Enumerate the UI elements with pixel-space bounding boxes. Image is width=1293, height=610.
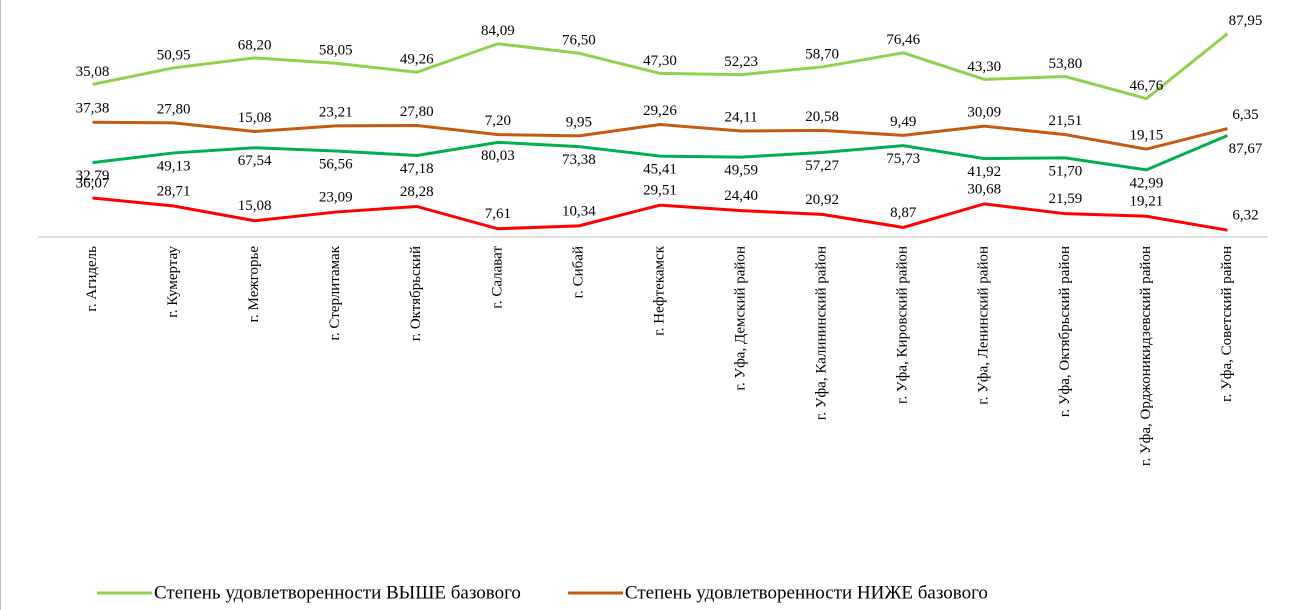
data-label: 42,99 — [1130, 175, 1164, 191]
data-label: 28,28 — [400, 184, 434, 200]
x-tick-label: г. Уфа, Октябрьский район — [1057, 246, 1073, 417]
data-label: 76,50 — [562, 33, 596, 49]
data-label: 15,08 — [238, 198, 272, 214]
data-label: 52,23 — [724, 54, 758, 70]
data-label: 23,21 — [319, 104, 353, 120]
data-label: 6,35 — [1232, 107, 1258, 123]
data-label: 9,95 — [566, 114, 592, 130]
data-label: 56,56 — [319, 156, 353, 172]
data-label: 68,20 — [238, 37, 272, 53]
data-label: 73,38 — [562, 152, 596, 168]
data-label: 8,87 — [890, 205, 917, 221]
data-label: 58,05 — [319, 43, 353, 59]
data-label: 20,58 — [805, 109, 839, 125]
data-label: 67,54 — [238, 153, 272, 169]
data-label: 53,80 — [1048, 56, 1082, 72]
x-tick-label: г. Уфа, Ленинский район — [976, 246, 992, 405]
legend-label: Степень удовлетворенности ВЫШЕ базового — [154, 582, 521, 603]
data-label: 29,51 — [643, 183, 677, 199]
data-label: 58,70 — [805, 46, 839, 62]
data-label: 49,59 — [724, 163, 758, 179]
data-label: 24,11 — [724, 109, 757, 125]
data-label: 23,09 — [319, 190, 353, 206]
data-label: 19,21 — [1130, 194, 1164, 210]
data-label: 9,49 — [890, 114, 916, 130]
data-label: 30,09 — [967, 105, 1001, 121]
data-label: 75,73 — [886, 151, 920, 167]
data-label: 10,34 — [562, 203, 596, 219]
data-label: 28,71 — [157, 183, 191, 199]
data-label: 19,15 — [1130, 128, 1164, 144]
x-tick-label: г. Стерлитамак — [327, 245, 343, 340]
data-label: 32,79 — [76, 168, 110, 184]
data-label: 21,51 — [1048, 113, 1082, 129]
data-label: 49,26 — [400, 52, 434, 68]
data-label: 47,30 — [643, 53, 677, 69]
data-label: 6,32 — [1232, 208, 1258, 224]
data-label: 51,70 — [1048, 163, 1082, 179]
x-tick-label: г. Межгорье — [246, 246, 262, 323]
x-tick-label: г. Уфа, Советский район — [1219, 246, 1235, 402]
data-label: 49,13 — [157, 158, 191, 174]
data-label: 45,41 — [643, 162, 677, 178]
x-tick-label: г. Октябрьский — [408, 246, 424, 341]
data-label: 36,07 — [76, 175, 110, 191]
data-label: 37,38 — [76, 101, 110, 117]
data-label: 29,26 — [643, 103, 677, 119]
series-line — [92, 196, 1228, 232]
data-label: 35,08 — [76, 64, 110, 80]
series-line — [92, 120, 1228, 151]
data-label: 7,20 — [485, 113, 511, 129]
x-tick-label: г. Сибай — [570, 246, 586, 298]
data-label: 7,61 — [485, 206, 511, 222]
x-tick-label: г. Уфа, Калининский район — [814, 246, 830, 420]
x-tick-label: г. Агидель — [84, 246, 100, 312]
data-label: 27,80 — [400, 104, 434, 120]
data-label: 27,80 — [157, 101, 191, 117]
data-label: 43,30 — [967, 59, 1001, 75]
data-label: 57,27 — [805, 158, 839, 174]
x-tick-label: г. Нефтекамск — [651, 245, 667, 335]
x-tick-label: г. Уфа, Кировский район — [895, 246, 911, 404]
x-tick-label: г. Салават — [489, 246, 505, 309]
legend-label: Степень удовлетворенности НИЖЕ базового — [625, 582, 988, 603]
data-label: 41,92 — [967, 164, 1001, 180]
data-label: 24,40 — [724, 188, 758, 204]
x-tick-label: г. Уфа, Орджоникидзевский район — [1138, 246, 1154, 466]
data-label: 30,68 — [967, 181, 1001, 197]
data-label: 50,95 — [157, 47, 191, 63]
data-label: 20,92 — [805, 192, 839, 208]
data-label: 84,09 — [481, 23, 515, 39]
x-tick-label: г. Уфа, Демский район — [733, 246, 749, 391]
data-label: 21,59 — [1048, 191, 1082, 207]
data-label: 80,03 — [481, 148, 515, 164]
data-label: 15,08 — [238, 110, 272, 126]
data-label: 87,95 — [1229, 13, 1263, 29]
series-line — [92, 134, 1229, 172]
data-label: 46,76 — [1130, 78, 1164, 94]
data-label: 87,67 — [1229, 141, 1263, 157]
series-line — [92, 32, 1229, 101]
data-label: 47,18 — [400, 161, 434, 177]
data-label: 76,46 — [886, 32, 920, 48]
x-tick-label: г. Кумертау — [165, 246, 181, 318]
